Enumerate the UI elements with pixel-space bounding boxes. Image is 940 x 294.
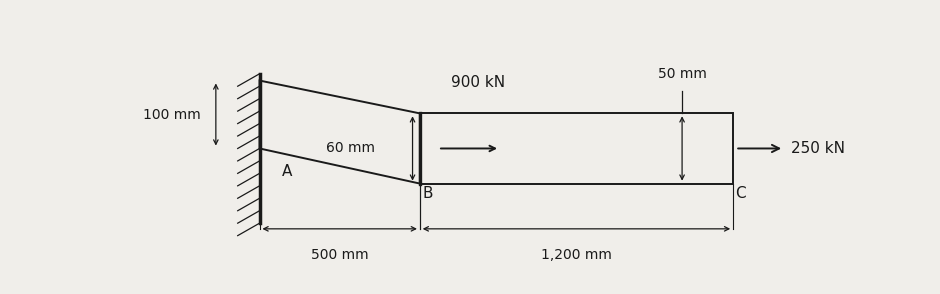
Text: 900 kN: 900 kN (451, 75, 505, 90)
Text: 60 mm: 60 mm (326, 141, 375, 156)
Text: 50 mm: 50 mm (658, 66, 707, 81)
Text: B: B (422, 186, 432, 201)
Text: 1,200 mm: 1,200 mm (541, 248, 612, 262)
Text: 250 kN: 250 kN (791, 141, 845, 156)
Text: C: C (735, 186, 746, 201)
Text: A: A (281, 164, 291, 179)
Text: 100 mm: 100 mm (143, 108, 201, 121)
Text: 500 mm: 500 mm (311, 248, 368, 262)
